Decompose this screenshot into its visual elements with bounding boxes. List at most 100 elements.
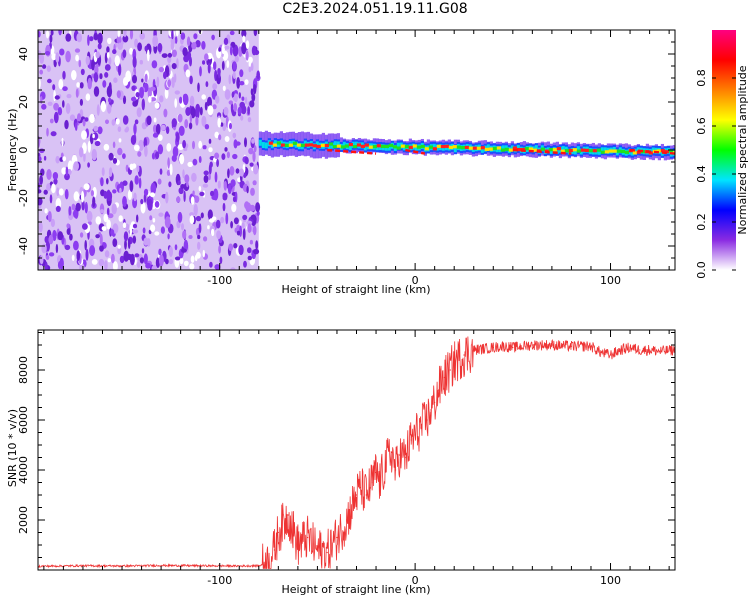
noise-blob [125,164,129,172]
signal-peak [616,149,622,153]
noise-blob [247,223,252,234]
snr-point [502,345,504,347]
noise-blob [151,60,158,69]
noise-blob [136,214,139,223]
noise-blob [57,231,64,241]
snr-point [531,344,533,346]
noise-blob [112,141,116,149]
signal-peak [612,149,618,153]
noise-blob [136,261,141,268]
noise-blob [185,107,191,116]
signal-band-cyan [273,140,278,147]
noise-blob [233,243,238,249]
noise-blob [49,118,54,124]
noise-blob [64,119,69,130]
snr-point [600,351,602,354]
noise-blob [175,132,180,143]
noise-blob [189,95,195,107]
noise-blob [38,31,41,38]
snr-point [385,461,387,464]
signal-peak [504,147,510,151]
noise-blob [219,256,223,264]
noise-blob [134,175,139,185]
noise-blob [122,49,127,58]
noise-blob [230,221,234,229]
noise-blob [217,117,221,128]
noise-blob [99,245,104,252]
noise-blob [42,64,47,69]
snr-point [629,346,631,349]
noise-blob [38,155,42,162]
snr-frame [37,329,676,571]
snr-point [437,389,440,391]
snr-point [346,519,348,521]
noise-blob [61,167,67,175]
noise-blob [181,248,187,253]
snr-point [590,345,592,347]
noise-blob [101,167,105,177]
signal-peak [464,145,470,150]
noise-blob [249,239,253,245]
noise-blob [249,100,255,108]
noise-blob [122,153,126,160]
noise-blob [230,101,234,114]
noise-blob [199,191,205,197]
noise-blob [184,174,190,184]
noise-blob [215,95,220,104]
y-tick-label: 40 [17,47,30,61]
noise-blob [249,162,254,167]
noise-blob [232,196,237,203]
noise-blob [107,37,112,45]
noise-blob [253,30,258,37]
noise-blob [144,145,148,157]
snr-point [398,454,401,456]
signal-peak [352,145,358,149]
noise-blob [238,244,244,256]
snr-point [414,434,416,436]
noise-blob [247,255,252,261]
signal-peak [328,142,334,146]
noise-blob [134,253,140,258]
noise-blob [221,153,226,161]
noise-blob [81,191,85,203]
noise-blob [99,233,103,246]
noise-blob [132,229,139,234]
noise-blob [244,79,249,85]
noise-blob [242,35,246,43]
signal-peak [532,148,538,152]
noise-blob [197,234,201,240]
noise-blob [46,183,51,192]
noise-blob [233,93,238,103]
noise-blob [134,38,139,48]
noise-blob [253,163,259,175]
signal-peak [420,144,426,149]
noise-blob [107,213,114,219]
signal-band-cyan [501,145,506,152]
noise-blob [87,34,90,46]
noise-blob [47,101,53,107]
noise-blob [207,209,213,220]
colorbar-tick-label: 0.8 [695,69,708,87]
noise-blob [75,202,81,212]
noise-blob [139,59,143,65]
noise-blob [251,138,255,144]
y-tick-label: 6000 [17,406,30,434]
noise-blob [131,85,136,91]
signal-peak [492,146,498,151]
noise-blob [104,250,110,258]
signal-peak [656,149,662,153]
noise-blob [207,62,211,74]
noise-blob [74,48,81,53]
noise-blob [187,161,193,167]
noise-blob [202,183,209,188]
noise-blob [150,224,156,232]
signal-peak [556,147,562,151]
noise-blob [45,30,50,39]
noise-blob [218,47,222,52]
signal-band-cyan [396,142,401,149]
noise-blob [73,209,77,218]
noise-blob [174,256,181,261]
noise-blob [171,76,175,88]
noise-blob [133,123,137,135]
